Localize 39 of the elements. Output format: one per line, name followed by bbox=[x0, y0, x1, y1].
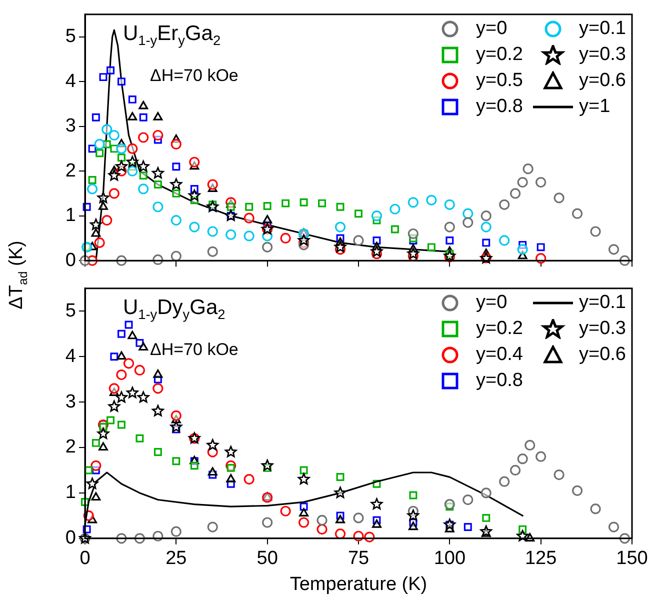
x-tick-label: 50 bbox=[256, 548, 278, 570]
x-tick-label: 0 bbox=[80, 548, 90, 570]
y-tick-label: 3 bbox=[65, 391, 76, 412]
legend-label: y=0 bbox=[476, 292, 508, 314]
y-tick-label: 4 bbox=[65, 346, 76, 367]
annotation: ΔH=70 kOe bbox=[150, 340, 238, 360]
y-tick-label: 5 bbox=[65, 300, 76, 322]
x-tick-label: 150 bbox=[616, 548, 648, 570]
y-tick-label: 1 bbox=[65, 205, 76, 226]
annotation: U$_{1-y}$Er$_{y}$Ga$_{2}$ bbox=[123, 22, 221, 49]
legend-label: y=0.3 bbox=[578, 44, 626, 66]
legend-label: y=0.8 bbox=[476, 96, 523, 118]
y-tick-label: 2 bbox=[65, 160, 76, 182]
legend-label: y=0 bbox=[476, 18, 508, 40]
annotation: ΔH=70 kOe bbox=[150, 66, 238, 86]
x-tick-label: 125 bbox=[524, 548, 557, 570]
legend-label: y=1 bbox=[578, 96, 610, 118]
legend-label: y=0.5 bbox=[476, 70, 523, 92]
legend-label: y=0.2 bbox=[476, 318, 523, 340]
legend-label: y=0.8 bbox=[476, 370, 523, 392]
y-tick-label: 2 bbox=[65, 436, 76, 458]
legend-label: y=0.6 bbox=[578, 70, 626, 92]
x-tick-label: 100 bbox=[434, 548, 466, 570]
x-tick-label: 25 bbox=[166, 548, 187, 570]
x-axis-title: Temperature (K) bbox=[290, 574, 428, 595]
x-tick-label: 75 bbox=[348, 548, 370, 570]
legend-label: y=0.4 bbox=[476, 344, 523, 366]
legend-label: y=0.1 bbox=[578, 292, 626, 314]
legend-label: y=0.3 bbox=[578, 318, 626, 340]
legend-label: y=0.2 bbox=[476, 44, 523, 66]
y-tick-label: 0 bbox=[65, 528, 76, 549]
legend-label: y=0.1 bbox=[578, 18, 626, 40]
y-tick-label: 5 bbox=[65, 26, 76, 48]
y-tick-label: 1 bbox=[65, 482, 76, 504]
y-tick-label: 3 bbox=[65, 116, 76, 137]
y-tick-label: 0 bbox=[65, 250, 76, 271]
annotation: U$_{1-y}$Dy$_{y}$Ga$_{2}$ bbox=[123, 296, 226, 323]
legend-label: y=0.6 bbox=[578, 344, 626, 366]
y-tick-label: 4 bbox=[65, 70, 76, 92]
